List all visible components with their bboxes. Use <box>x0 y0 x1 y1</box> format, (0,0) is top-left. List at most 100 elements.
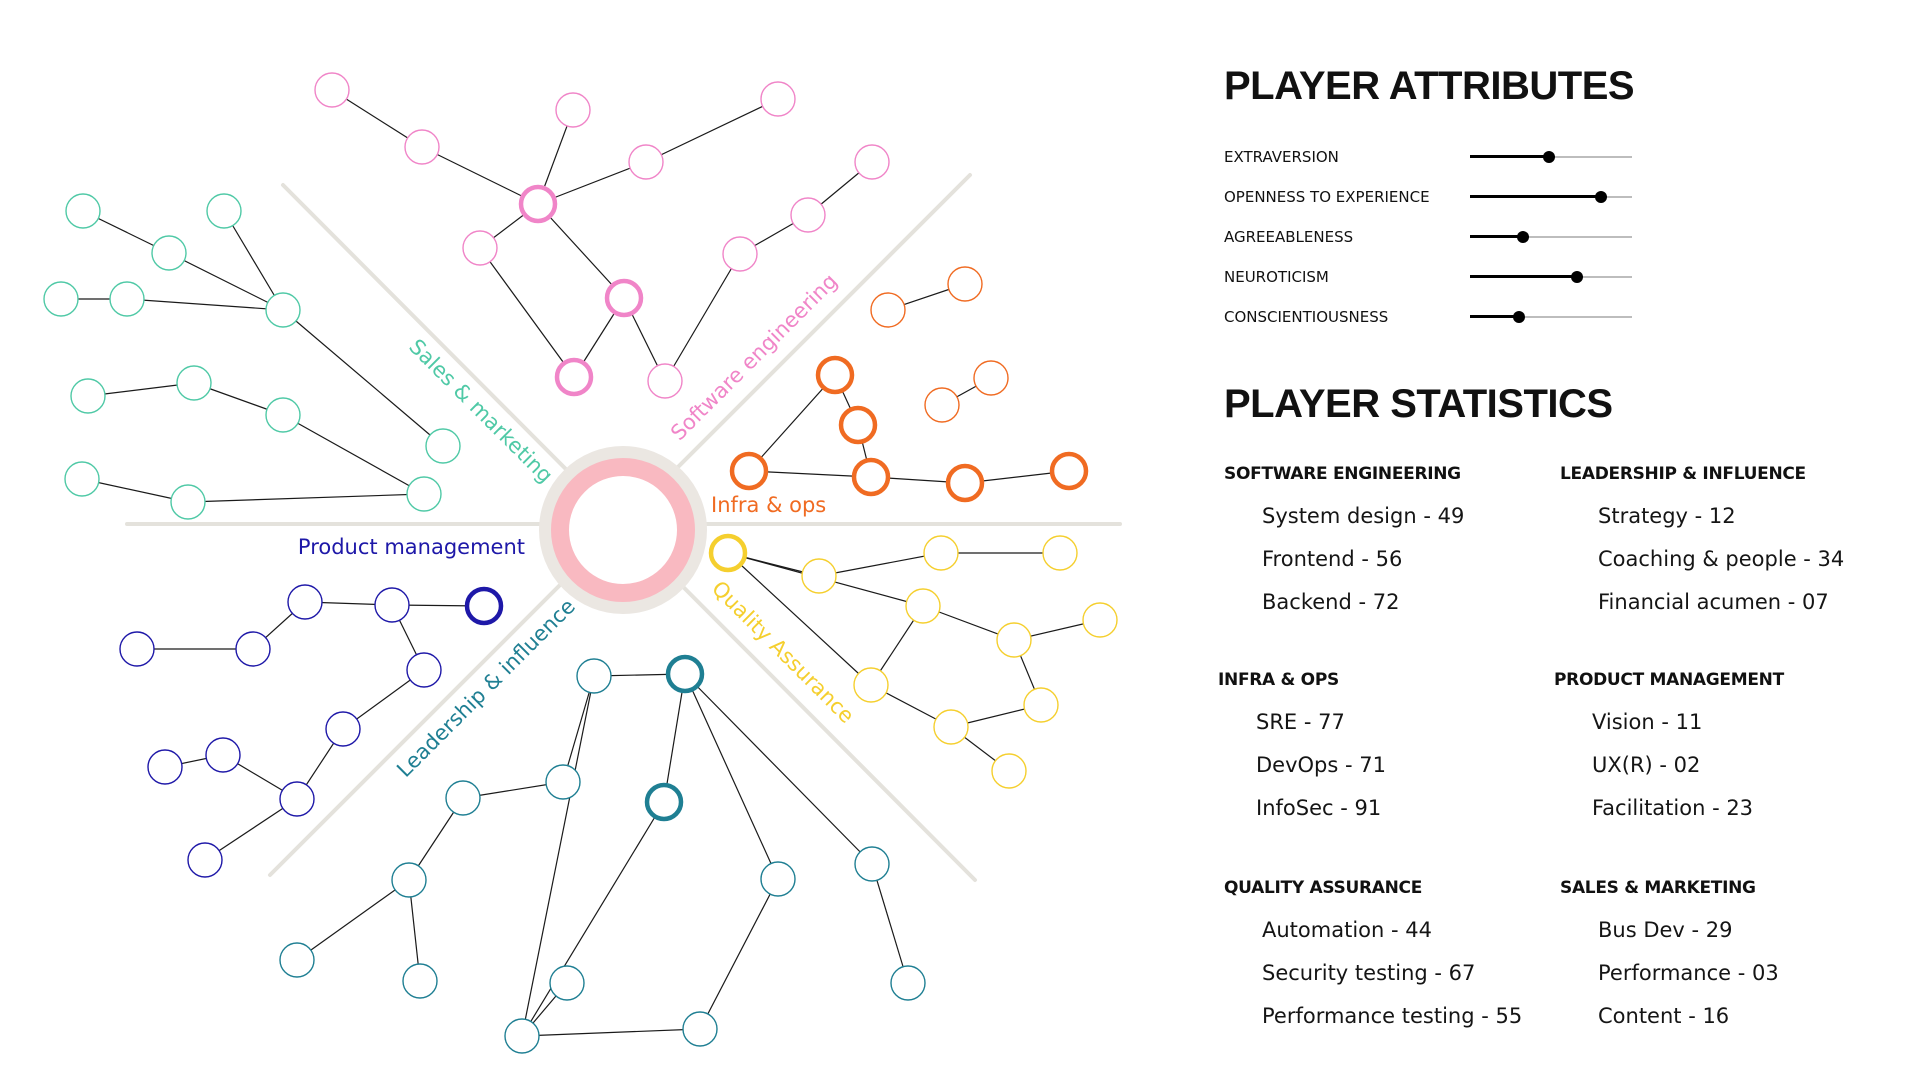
attribute-slider[interactable] <box>1470 230 1632 244</box>
skill-node <box>1023 687 1059 723</box>
skill-link <box>296 879 410 961</box>
skill-link <box>126 298 284 311</box>
stat-group-heading: PRODUCT MANAGEMENT <box>1554 670 1784 690</box>
skill-node <box>838 405 878 445</box>
skill-link <box>748 374 836 472</box>
skill-node <box>924 387 960 423</box>
skill-node <box>287 584 323 620</box>
skill-link <box>699 878 779 1030</box>
skill-node <box>815 355 855 395</box>
skill-node <box>933 709 969 745</box>
stat-group-heading: QUALITY ASSURANCE <box>1224 878 1423 898</box>
stat-item: Financial acumen - 07 <box>1598 590 1829 614</box>
stat-group-heading: INFRA & OPS <box>1218 670 1339 690</box>
skill-node <box>991 753 1027 789</box>
skill-node <box>314 72 350 108</box>
slider-fill <box>1470 235 1524 238</box>
skill-node <box>945 463 985 503</box>
attribute-slider[interactable] <box>1470 150 1632 164</box>
skill-node <box>905 588 941 624</box>
slider-fill <box>1470 315 1519 318</box>
skill-node <box>109 281 145 317</box>
stat-item: Vision - 11 <box>1592 710 1703 734</box>
stat-item: Coaching & people - 34 <box>1598 547 1845 571</box>
slider-thumb[interactable] <box>1512 311 1525 323</box>
skill-link <box>748 470 872 478</box>
stat-item: Strategy - 12 <box>1598 504 1736 528</box>
skill-link <box>537 161 647 205</box>
skill-link <box>187 493 425 503</box>
stat-item: Bus Dev - 29 <box>1598 918 1733 942</box>
skill-node <box>628 144 664 180</box>
stat-item: Automation - 44 <box>1262 918 1432 942</box>
slider-thumb[interactable] <box>1517 231 1530 243</box>
player-statistics-title: PLAYER STATISTICS <box>1224 382 1613 426</box>
skill-node <box>391 862 427 898</box>
attribute-label: OPENNESS TO EXPERIENCE <box>1224 188 1430 206</box>
attribute-slider[interactable] <box>1470 190 1632 204</box>
stat-group: PRODUCT MANAGEMENT Vision - 11 UX(R) - 02 F… <box>1554 670 1884 837</box>
skill-node <box>644 782 684 822</box>
skill-node <box>265 292 301 328</box>
skill-node <box>235 631 271 667</box>
skill-link <box>684 673 873 865</box>
skill-node <box>890 965 926 1001</box>
skill-node <box>729 451 769 491</box>
skill-node <box>205 737 241 773</box>
skill-node <box>406 652 442 688</box>
skill-node <box>176 365 212 401</box>
hub-ring <box>551 458 695 602</box>
skill-link <box>664 253 741 382</box>
stat-group-heading: SOFTWARE ENGINEERING <box>1224 464 1461 484</box>
skill-link <box>204 798 298 861</box>
stat-item: DevOps - 71 <box>1256 753 1386 777</box>
skill-node <box>555 92 591 128</box>
attribute-slider[interactable] <box>1470 270 1632 284</box>
skill-node <box>70 378 106 414</box>
stat-item: Performance testing - 55 <box>1262 1004 1523 1028</box>
attribute-label: CONSCIENTIOUSNESS <box>1224 308 1389 326</box>
skill-node <box>445 780 481 816</box>
attribute-label: AGREEABLENESS <box>1224 228 1354 246</box>
skill-node <box>43 281 79 317</box>
skill-link <box>87 382 195 397</box>
stat-item: Performance - 03 <box>1598 961 1779 985</box>
stat-item: SRE - 77 <box>1256 710 1345 734</box>
skill-node <box>402 963 438 999</box>
attribute-label: EXTRAVERSION <box>1224 148 1339 166</box>
skill-node <box>576 658 612 694</box>
skill-link <box>684 673 779 880</box>
skill-node <box>801 558 837 594</box>
slider-thumb[interactable] <box>1595 191 1608 203</box>
stat-item: Security testing - 67 <box>1262 961 1476 985</box>
skill-node <box>870 292 906 328</box>
attribute-slider[interactable] <box>1470 310 1632 324</box>
slider-thumb[interactable] <box>1543 151 1556 163</box>
skill-node <box>170 484 206 520</box>
skill-node <box>206 193 242 229</box>
skill-node <box>147 749 183 785</box>
skill-link <box>521 1028 701 1037</box>
stat-group: SOFTWARE ENGINEERING System design - 49 Fr… <box>1224 464 1554 631</box>
skill-node <box>64 461 100 497</box>
stat-item: UX(R) - 02 <box>1592 753 1701 777</box>
skill-node <box>647 363 683 399</box>
skill-link <box>521 675 595 1037</box>
stat-item: InfoSec - 91 <box>1256 796 1382 820</box>
skill-node <box>722 236 758 272</box>
slider-thumb[interactable] <box>1570 271 1583 283</box>
stat-group: LEADERSHIP & INFLUENCE Strategy - 12 Coach… <box>1560 464 1890 631</box>
skill-node <box>1049 451 1089 491</box>
skill-link <box>537 203 625 299</box>
skill-link <box>81 478 189 503</box>
skill-node <box>518 184 558 224</box>
skill-node <box>504 1018 540 1054</box>
skill-node <box>554 357 594 397</box>
attribute-label: NEUROTICISM <box>1224 268 1329 286</box>
skill-node <box>854 846 890 882</box>
player-panel: PLAYER ATTRIBUTES EXTRAVERSION OPENNESS T… <box>1210 60 1900 1060</box>
skill-node <box>187 842 223 878</box>
skill-node <box>1042 535 1078 571</box>
skill-link <box>168 252 284 311</box>
skill-node <box>279 781 315 817</box>
